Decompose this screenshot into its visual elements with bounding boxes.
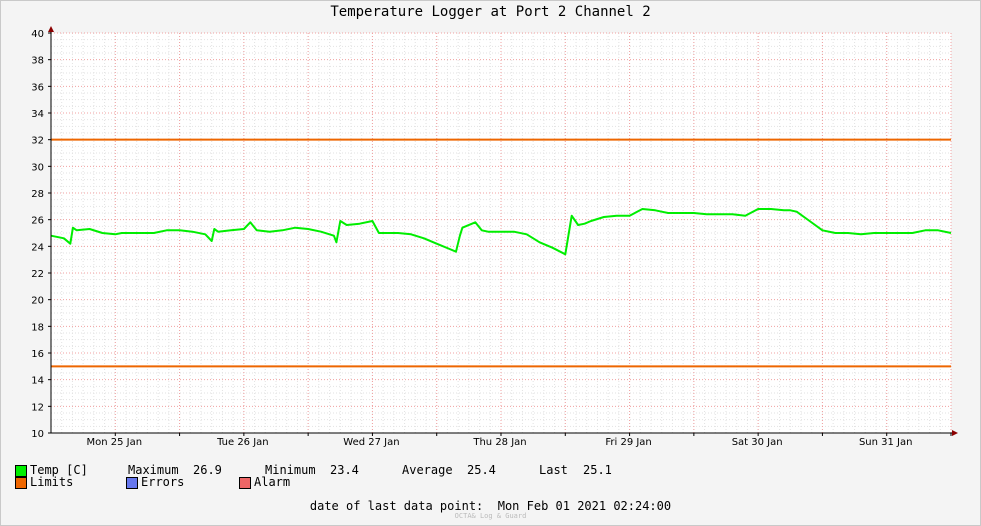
legend-limits-swatch bbox=[15, 477, 27, 489]
y-tick-label: 28 bbox=[31, 189, 44, 200]
credit-text: OCTA& Log & Guard bbox=[454, 512, 527, 520]
y-tick-label: 12 bbox=[31, 402, 44, 413]
legend-last-label: Last bbox=[539, 463, 568, 477]
legend-maximum-value: 26.9 bbox=[193, 463, 222, 477]
y-tick-label: 10 bbox=[31, 429, 44, 440]
legend-limits-label: Limits bbox=[30, 475, 74, 489]
last-data-point: date of last data point: Mon Feb 01 2021… bbox=[0, 499, 981, 513]
y-tick-label: 40 bbox=[31, 29, 44, 40]
x-tick-label: Wed 27 Jan bbox=[343, 437, 399, 448]
x-tick-label: Sun 31 Jan bbox=[859, 437, 913, 448]
y-tick-label: 30 bbox=[31, 162, 44, 173]
legend-maximum-label: Maximum bbox=[128, 463, 179, 477]
series-temp-line bbox=[50, 208, 952, 256]
y-tick-label: 18 bbox=[31, 322, 44, 333]
y-tick-label: 22 bbox=[31, 269, 44, 280]
y-axis-ticks: 10 12 14 16 18 20 22 24 26 28 30 32 34 36 38 40 bbox=[31, 29, 51, 440]
y-axis-arrow bbox=[48, 26, 54, 32]
y-tick-label: 32 bbox=[31, 136, 44, 147]
legend-last-value: 25.1 bbox=[583, 463, 612, 477]
x-axis-arrow bbox=[952, 430, 958, 436]
y-tick-label: 34 bbox=[31, 109, 44, 120]
legend-alarm-label: Alarm bbox=[254, 475, 291, 489]
legend-minimum-value: 23.4 bbox=[330, 463, 359, 477]
legend-temp-label: Temp [C] bbox=[30, 463, 88, 477]
y-tick-label: 20 bbox=[31, 296, 44, 307]
y-tick-label: 14 bbox=[31, 376, 44, 387]
legend-alarm-swatch bbox=[239, 477, 251, 489]
y-tick-label: 38 bbox=[31, 56, 44, 67]
legend-temp-swatch bbox=[15, 465, 27, 477]
y-tick-label: 26 bbox=[31, 216, 44, 227]
x-tick-label: Sat 30 Jan bbox=[732, 437, 783, 448]
last-data-point-value: Mon Feb 01 2021 02:24:00 bbox=[497, 499, 672, 513]
y-tick-label: 24 bbox=[31, 242, 44, 253]
x-axis-ticks: Mon 25 Jan Tue 26 Jan Wed 27 Jan Thu 28 Jan… bbox=[86, 433, 952, 448]
y-tick-label: 36 bbox=[31, 82, 44, 93]
x-tick-label: Thu 28 Jan bbox=[472, 437, 526, 448]
x-tick-label: Fri 29 Jan bbox=[605, 437, 651, 448]
y-tick-label: 16 bbox=[31, 349, 44, 360]
x-tick-label: Mon 25 Jan bbox=[86, 437, 142, 448]
chart-title: Temperature Logger at Port 2 Channel 2 bbox=[330, 4, 651, 20]
legend-errors-label: Errors bbox=[141, 475, 185, 489]
last-data-point-label: date of last data point: bbox=[309, 499, 484, 513]
x-tick-label: Tue 26 Jan bbox=[216, 437, 269, 448]
legend-average-label: Average bbox=[402, 463, 453, 477]
legend-minimum-label: Minimum bbox=[265, 463, 316, 477]
legend-average-value: 25.4 bbox=[467, 463, 496, 477]
legend-errors-swatch bbox=[126, 477, 138, 489]
